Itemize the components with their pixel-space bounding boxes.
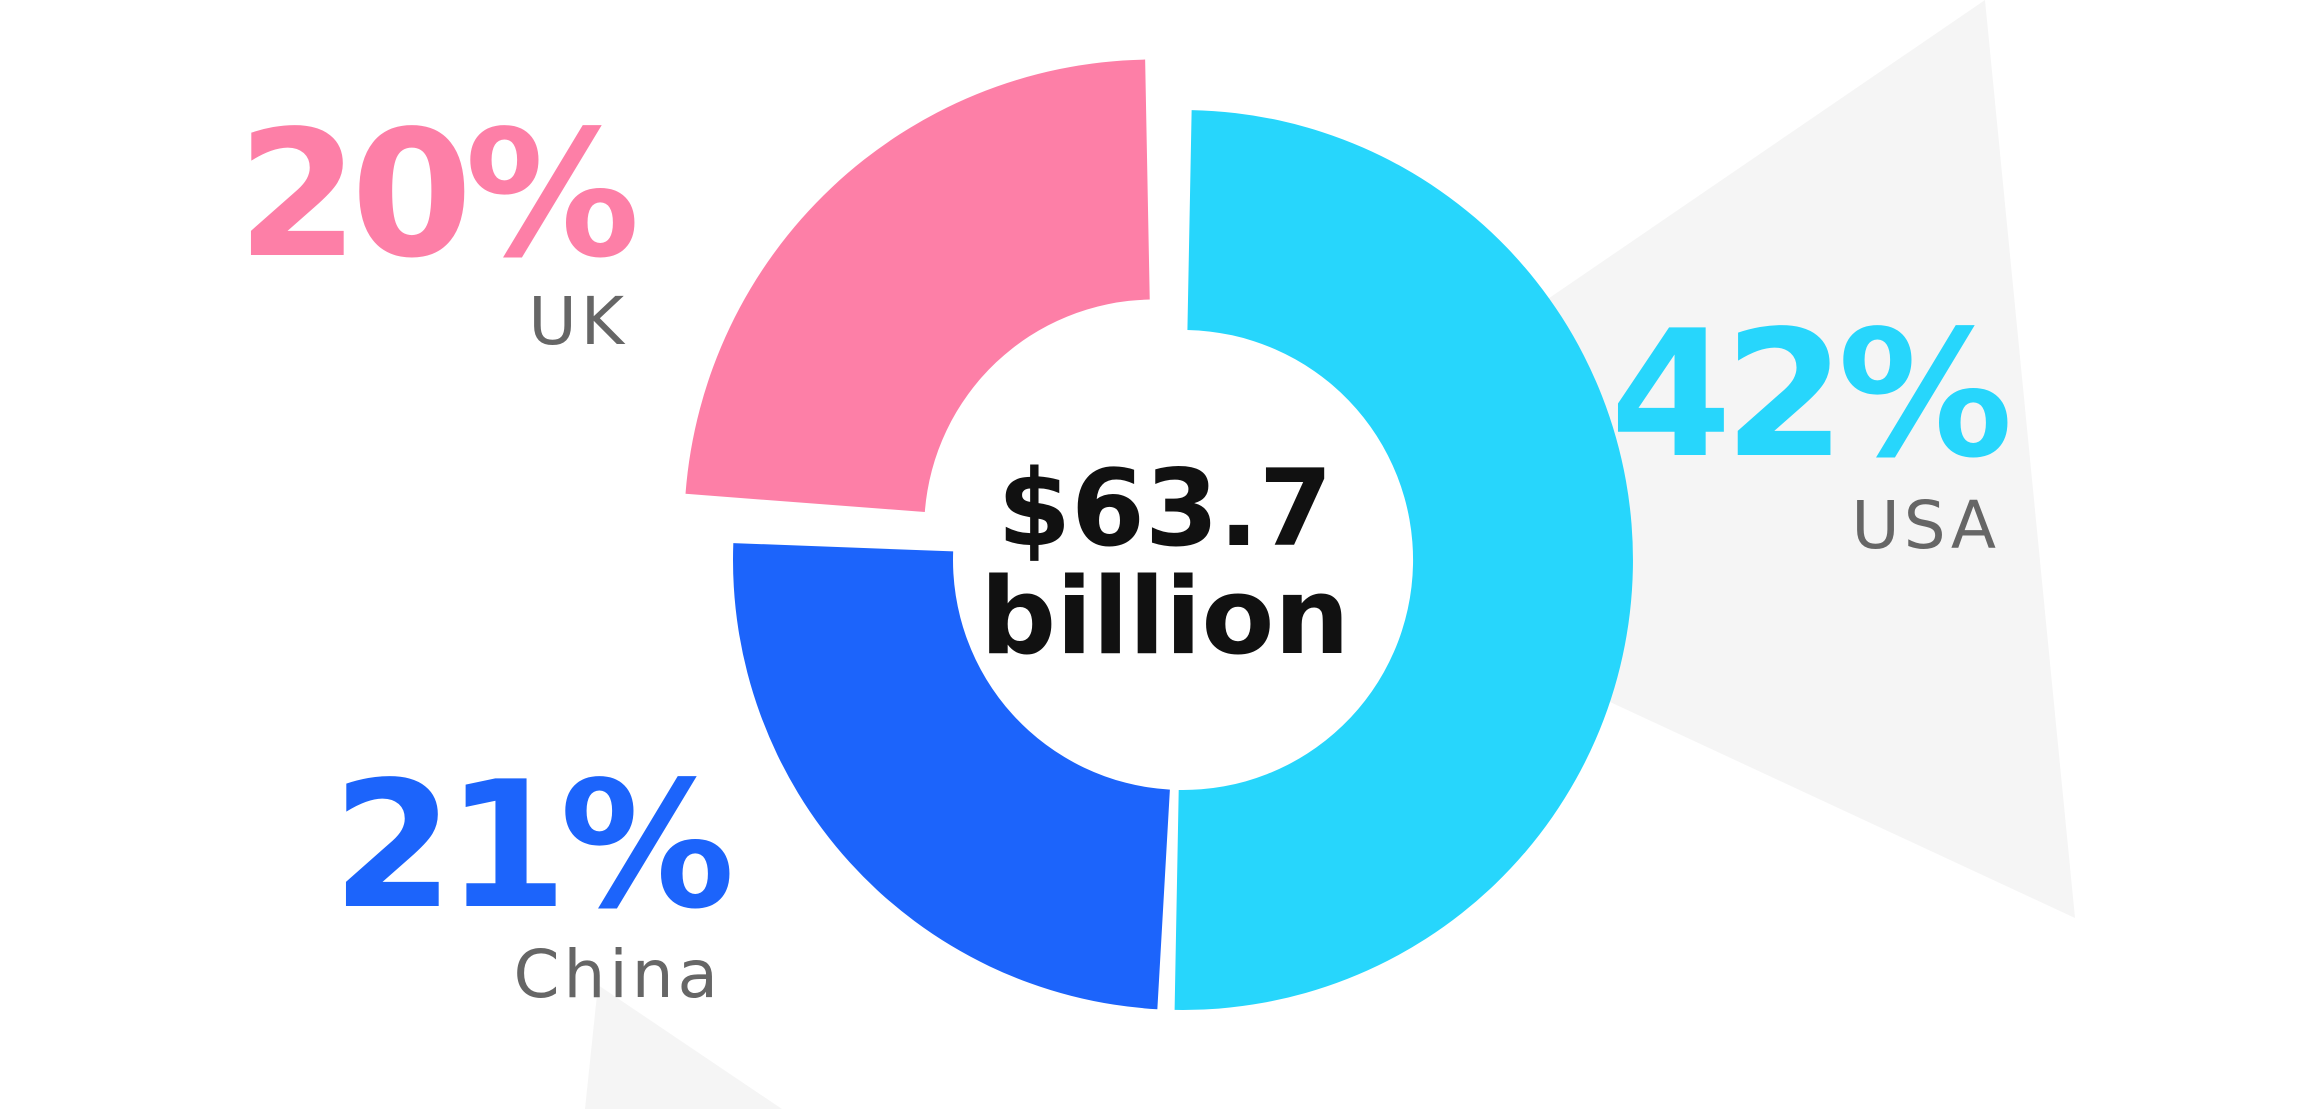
slice-usa	[1174, 110, 1633, 1010]
slice-label-china: 21% China	[332, 745, 738, 1013]
slice-uk	[685, 59, 1150, 513]
center-label-unit: billion	[980, 555, 1350, 678]
slice-value-uk: 20%	[237, 94, 635, 297]
center-label: $63.7 billion	[980, 447, 1350, 678]
slice-category-uk: UK	[528, 283, 628, 360]
center-label-amount: $63.7	[997, 447, 1332, 570]
slice-label-uk: 20% UK	[237, 94, 643, 360]
background-triangle-bottom	[585, 985, 782, 1109]
slice-label-usa: 42% USA	[1610, 294, 2016, 564]
donut-slices	[685, 59, 1633, 1010]
background-triangle-right	[1520, 0, 2075, 918]
slice-china	[733, 543, 1170, 1010]
slice-category-usa: USA	[1851, 487, 2000, 564]
slice-value-china: 21%	[332, 745, 730, 948]
slice-value-usa: 42%	[1610, 294, 2008, 497]
background-shapes	[585, 0, 2075, 1109]
slice-category-china: China	[513, 936, 722, 1013]
